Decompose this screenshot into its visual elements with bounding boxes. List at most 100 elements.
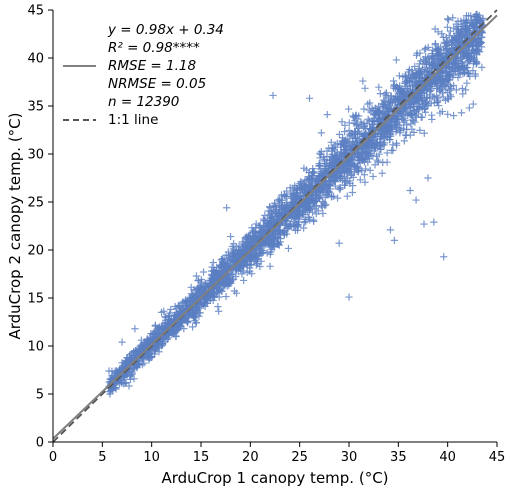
data-point <box>469 100 477 108</box>
data-point <box>433 84 441 93</box>
data-point <box>301 189 309 197</box>
data-point <box>383 133 391 141</box>
data-point <box>259 215 267 223</box>
data-point <box>465 104 473 112</box>
data-point <box>267 248 275 256</box>
data-point <box>224 261 232 269</box>
data-point <box>454 64 462 72</box>
data-point <box>372 152 381 160</box>
data-point <box>382 121 390 129</box>
data-point <box>437 79 445 87</box>
data-point <box>273 240 281 248</box>
data-point <box>445 64 454 72</box>
data-point <box>360 158 369 166</box>
data-point <box>367 139 375 147</box>
data-point <box>360 105 368 113</box>
axes-layer <box>52 10 497 443</box>
data-point <box>264 207 272 215</box>
data-point <box>450 81 458 90</box>
data-point <box>400 125 408 133</box>
legend-nrmse: NRMSE = 0.05 <box>108 76 206 92</box>
data-point <box>222 292 230 301</box>
data-point <box>341 128 349 136</box>
data-point <box>335 130 344 139</box>
data-point <box>462 30 470 39</box>
data-point <box>426 91 434 99</box>
data-point <box>187 294 196 302</box>
legend-n: n = 12390 <box>108 94 179 110</box>
data-point <box>301 176 309 184</box>
data-point <box>235 245 243 253</box>
data-point <box>357 148 365 156</box>
data-point <box>421 108 430 116</box>
data-point <box>340 137 348 145</box>
data-point <box>403 121 411 129</box>
data-point <box>434 28 442 36</box>
data-point <box>214 303 222 311</box>
y-axis-label: ArduCrop 2 canopy temp. (°C) <box>6 112 24 339</box>
data-point <box>152 332 160 340</box>
data-point <box>414 94 422 102</box>
data-point <box>253 255 262 263</box>
data-point <box>317 173 325 181</box>
data-point <box>360 122 369 130</box>
data-point <box>313 187 321 195</box>
data-point <box>310 197 318 205</box>
data-point <box>406 82 414 90</box>
data-point <box>361 178 369 186</box>
data-point <box>301 215 309 224</box>
data-point <box>444 88 452 97</box>
data-point <box>364 115 372 123</box>
data-point <box>284 244 293 253</box>
data-point <box>391 114 400 122</box>
data-point <box>385 101 394 109</box>
y-tick-label: 45 <box>27 4 44 19</box>
data-point <box>298 211 306 219</box>
data-point <box>345 139 354 148</box>
points-layer <box>104 10 487 398</box>
data-point <box>172 332 180 340</box>
data-point <box>396 87 405 95</box>
x-tick-label: 20 <box>242 450 259 465</box>
data-point <box>211 268 219 276</box>
data-point <box>310 171 318 180</box>
data-point <box>431 60 439 68</box>
data-point <box>176 303 184 311</box>
y-tick-label: 20 <box>27 244 44 259</box>
data-point <box>450 59 458 67</box>
data-point <box>352 138 361 146</box>
data-point <box>442 82 450 91</box>
data-point <box>396 129 404 137</box>
data-point <box>403 77 411 86</box>
x-tick-label: 10 <box>143 450 160 465</box>
data-point <box>376 106 384 114</box>
data-point <box>336 151 345 159</box>
data-point <box>359 155 367 163</box>
data-point <box>366 149 374 158</box>
data-point <box>333 194 342 202</box>
data-point <box>125 382 133 390</box>
data-point <box>412 71 420 79</box>
data-point <box>354 124 363 132</box>
legend: y = 0.98x + 0.34 R² = 0.98**** RMSE = 1.… <box>63 22 224 128</box>
data-point <box>349 182 357 190</box>
data-point <box>243 268 251 276</box>
data-point <box>250 227 258 236</box>
x-tick-label: 0 <box>49 450 57 465</box>
data-point <box>390 236 398 244</box>
data-point <box>369 172 377 181</box>
data-point <box>303 184 312 192</box>
data-point <box>245 237 253 246</box>
data-point <box>361 165 370 173</box>
data-point <box>393 84 401 92</box>
data-point <box>370 143 378 151</box>
data-point <box>360 119 368 127</box>
data-point <box>252 224 260 232</box>
data-point <box>416 126 424 134</box>
data-point <box>295 218 303 226</box>
data-point <box>328 153 336 162</box>
data-point <box>198 283 206 292</box>
data-point <box>230 240 238 248</box>
data-point <box>239 258 247 266</box>
